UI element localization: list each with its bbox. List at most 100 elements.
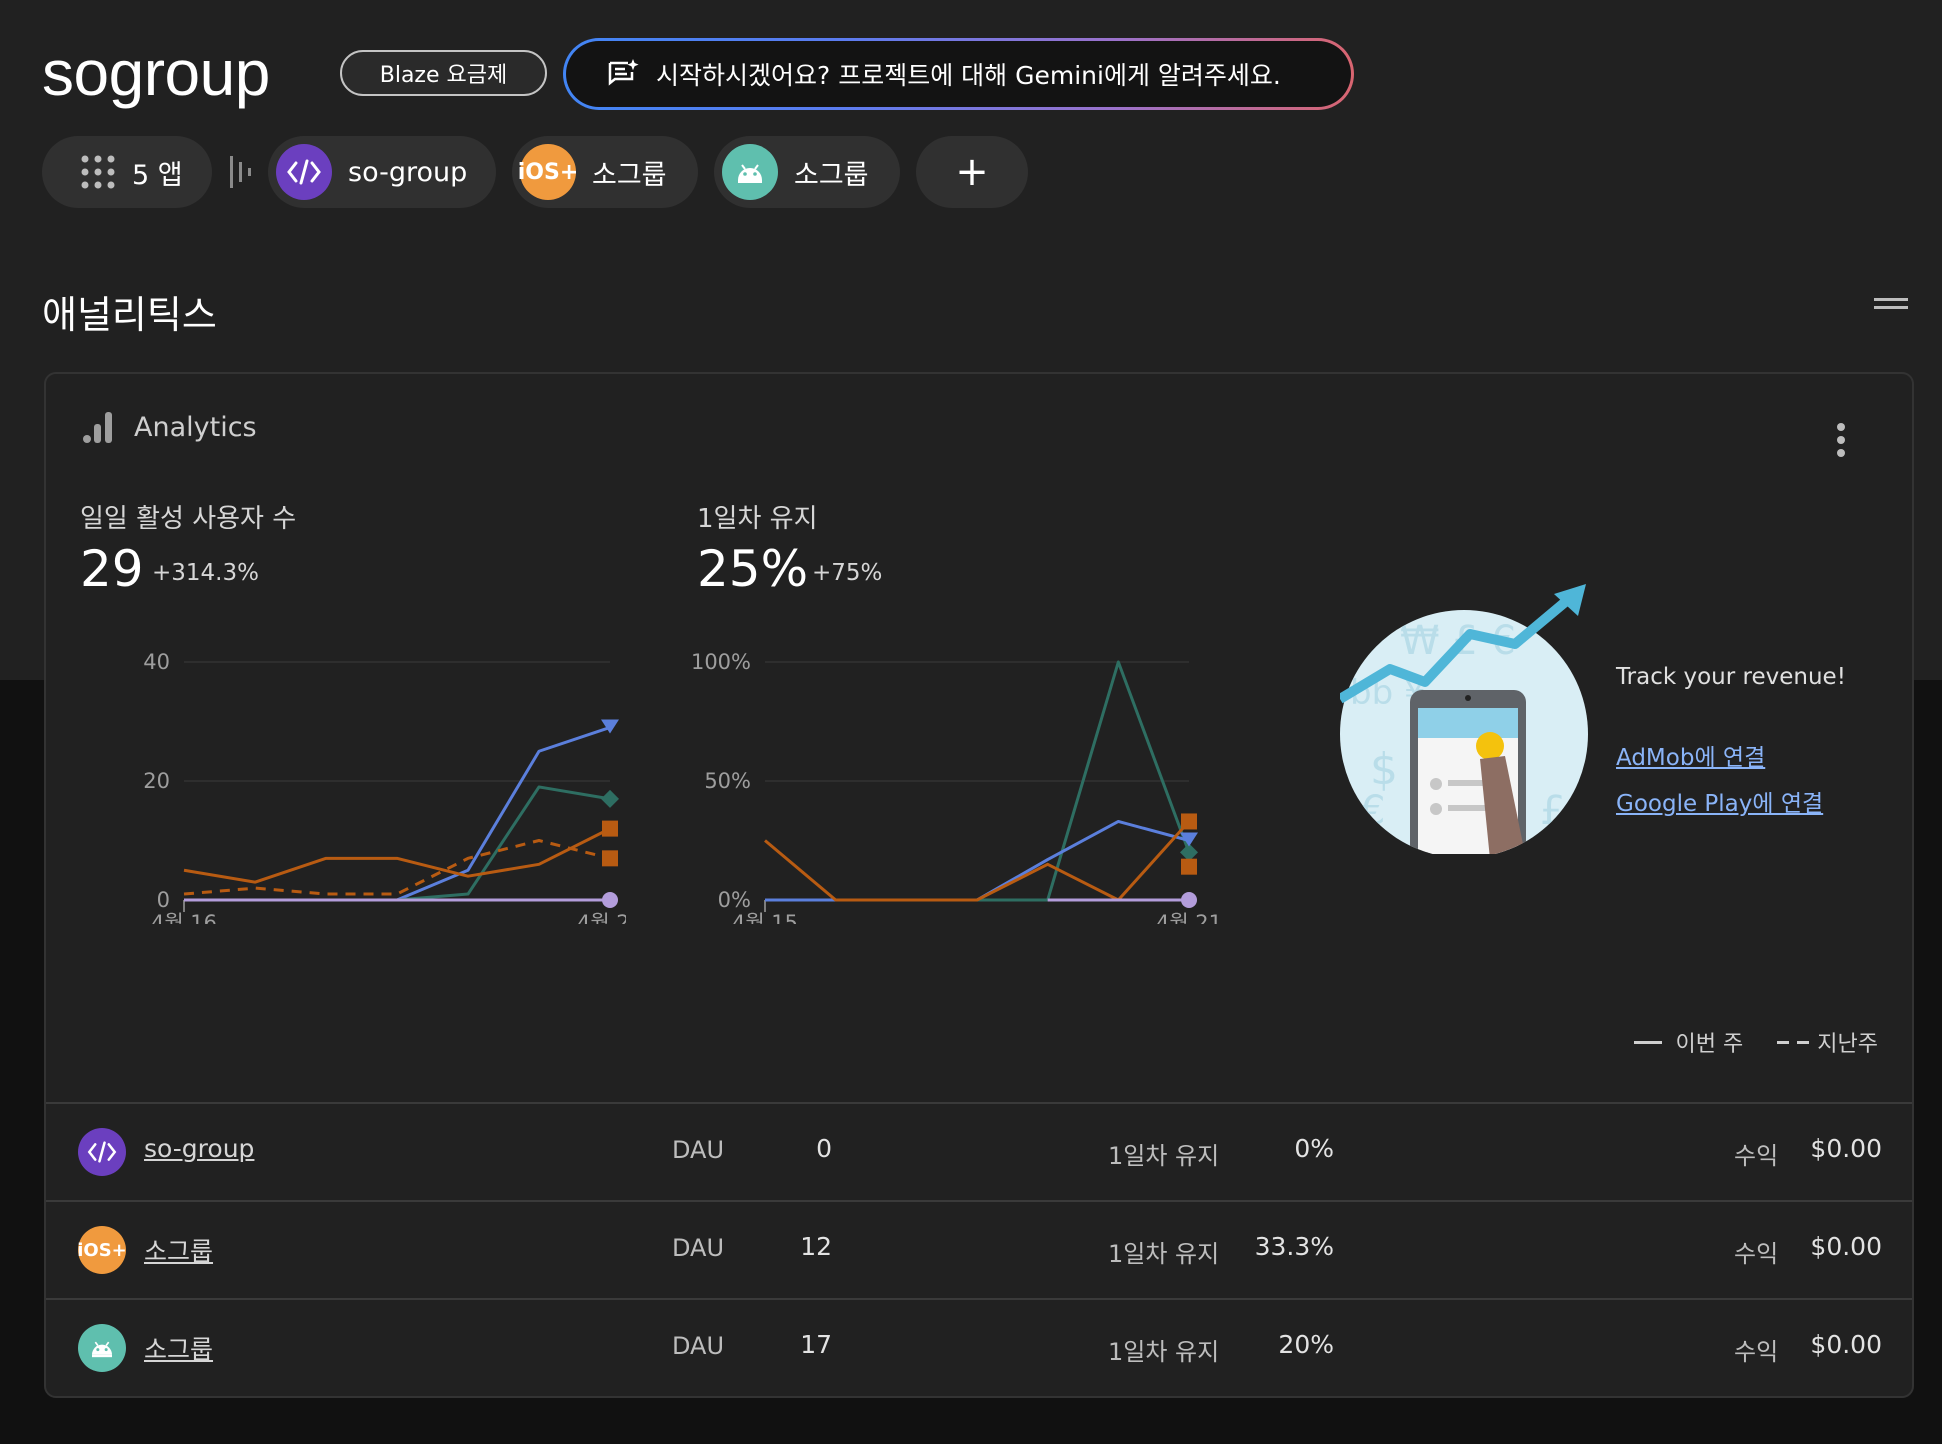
project-title: sogroup [42, 37, 270, 109]
retention-col-label: 1일차 유지 [1108, 1338, 1220, 1366]
x-tick-label: 4월 21 [1156, 911, 1222, 924]
retention-label: 1일차 유지 [697, 504, 818, 534]
app-name-link[interactable]: so-group [144, 1134, 255, 1163]
code-icon [78, 1128, 126, 1176]
svg-text:€: € [1360, 788, 1385, 834]
series-line-android [184, 785, 611, 902]
legend-this-week: 이번 주 [1675, 1032, 1744, 1057]
svg-text:£: £ [1540, 788, 1565, 834]
revenue-col-label: 수익 [1734, 1240, 1779, 1268]
series-end-marker-ios [1181, 813, 1197, 830]
series-end-marker-ios_prev [602, 850, 618, 867]
series-end-marker-android [1180, 843, 1198, 862]
gemini-prompt-inner: 시작하시겠어요? 프로젝트에 대해 Gemini에게 알려주세요. [566, 41, 1351, 107]
google-play-link[interactable]: Google Play에 연결 [1616, 791, 1824, 817]
table-row: 소그룹 DAU 17 1일차 유지 20% 수익 $0.00 [46, 1298, 1912, 1394]
y-tick-label: 20 [143, 769, 170, 793]
plan-badge[interactable]: Blaze 요금제 [340, 50, 547, 96]
all-apps-pill[interactable]: 5 앱 [42, 136, 212, 208]
chart-legend: 이번 주 지난주 [1633, 1026, 1878, 1058]
series-end-marker-web [1181, 892, 1197, 908]
retention-col-label: 1일차 유지 [1108, 1240, 1220, 1268]
add-app-button[interactable]: + [916, 136, 1028, 208]
app-pill-label: so-group [348, 156, 468, 188]
app-pill-ios[interactable]: iOS+ 소그룹 [512, 136, 698, 208]
dau-col-value: 12 [800, 1232, 832, 1261]
legend-dashed-swatch [1777, 1040, 1810, 1044]
dau-delta: +314.3% [152, 560, 259, 586]
y-tick-label: 0 [157, 888, 170, 912]
retention-col-value: 33.3% [1254, 1232, 1334, 1261]
gemini-prompt-button[interactable]: 시작하시겠어요? 프로젝트에 대해 Gemini에게 알려주세요. [563, 38, 1354, 110]
series-line-total [184, 726, 611, 902]
app-pill-label: 소그룹 [592, 159, 667, 191]
dau-col-value: 0 [816, 1134, 832, 1163]
revenue-col-value: $0.00 [1810, 1330, 1882, 1359]
series-end-marker-total [601, 719, 619, 734]
retention-value: 25% [697, 540, 809, 598]
series-end-marker-ios_prev [1181, 858, 1197, 875]
all-apps-label: 5 앱 [132, 159, 183, 191]
legend-last-week: 지난주 [1817, 1032, 1878, 1057]
retention-delta: +75% [812, 560, 883, 586]
dau-label: 일일 활성 사용자 수 [80, 504, 297, 534]
svg-text:$: $ [1370, 744, 1398, 795]
y-tick-label: 100% [692, 650, 751, 674]
spark-chat-icon [608, 59, 639, 86]
y-tick-label: 50% [704, 769, 751, 793]
dau-value: 29 [80, 540, 144, 598]
table-row: so-group DAU 0 1일차 유지 0% 수익 $0.00 [46, 1102, 1912, 1198]
x-tick-label: 4월 16 [151, 911, 217, 924]
ios-icon: iOS+ [518, 144, 578, 200]
dau-chart: 0 20 40 4월 16 4월 22 [143, 650, 626, 924]
retention-col-label: 1일차 유지 [1108, 1142, 1220, 1170]
analytics-card: Analytics 일일 활성 사용자 수 29 +314.3% 1일차 유지 … [44, 372, 1914, 1398]
code-icon [276, 144, 332, 200]
admob-link[interactable]: AdMob에 연결 [1616, 745, 1766, 771]
grid-dots-icon [81, 155, 115, 189]
series-line-ios [764, 820, 1191, 902]
y-tick-label: 40 [143, 650, 170, 674]
revenue-illustration: ₩ £ € bb ¥ $ € £ [1340, 584, 1588, 854]
retention-col-value: 0% [1294, 1134, 1334, 1163]
gemini-prompt-text: 시작하시겠어요? 프로젝트에 대해 Gemini에게 알려주세요. [656, 61, 1281, 90]
x-tick-label: 4월 15 [732, 911, 798, 924]
app-pill-label: 소그룹 [794, 159, 869, 191]
android-icon [722, 144, 778, 200]
series-end-marker-android [601, 789, 619, 808]
series-line-total [765, 819, 1190, 902]
dau-col-label: DAU [672, 1136, 725, 1164]
series-end-marker-ios [602, 820, 618, 837]
promo-title: Track your revenue! [1616, 664, 1846, 690]
series-line-ios [183, 827, 611, 884]
series-line-ios_prev [183, 839, 611, 896]
dau-col-label: DAU [672, 1332, 725, 1360]
retention-chart: 0% 50% 100% 4월 15 4월 21 [692, 650, 1222, 924]
plus-icon: + [955, 149, 989, 195]
section-title: 애널리틱스 [42, 293, 217, 337]
y-tick-label: 0% [718, 888, 751, 912]
ios-icon: iOS+ [77, 1226, 127, 1274]
card-title: Analytics [134, 411, 257, 443]
analytics-bars-icon [83, 412, 112, 443]
revenue-col-value: $0.00 [1810, 1232, 1882, 1261]
app-pill-android[interactable]: 소그룹 [714, 136, 900, 208]
x-tick-label: 4월 22 [577, 911, 626, 924]
card-header: Analytics [82, 410, 257, 444]
series-end-marker-web [602, 892, 618, 908]
revenue-col-label: 수익 [1734, 1338, 1779, 1366]
legend-solid-swatch [1633, 1040, 1662, 1044]
table-row: iOS+ 소그룹 DAU 12 1일차 유지 33.3% 수익 $0.00 [46, 1200, 1912, 1296]
dau-col-label: DAU [672, 1234, 725, 1262]
series-end-marker-total [1180, 832, 1198, 847]
app-name-link[interactable]: 소그룹 [144, 1237, 214, 1266]
drag-handle-icon[interactable] [1874, 296, 1908, 312]
app-name-link[interactable]: 소그룹 [144, 1335, 214, 1364]
android-icon [78, 1324, 126, 1372]
revenue-col-label: 수익 [1734, 1142, 1779, 1170]
more-vert-icon[interactable] [1836, 422, 1846, 458]
pin-divider-icon [230, 156, 251, 188]
app-pill-web[interactable]: so-group [268, 136, 496, 208]
retention-col-value: 20% [1278, 1330, 1334, 1359]
